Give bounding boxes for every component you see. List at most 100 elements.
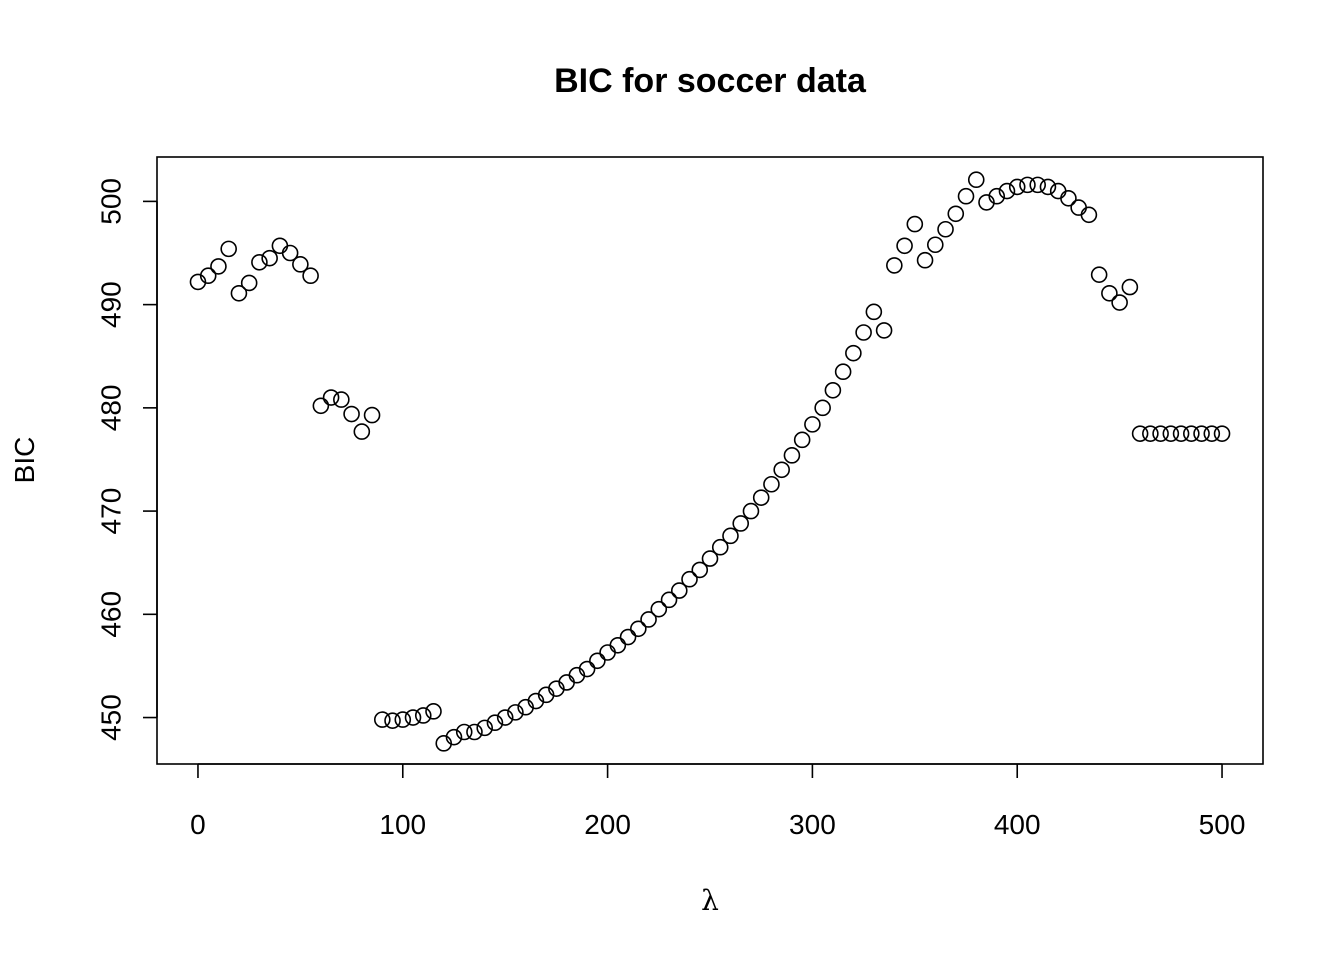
- data-point: [599, 644, 616, 661]
- data-point: [373, 711, 391, 728]
- data-point: [793, 431, 811, 449]
- data-point: [1152, 425, 1169, 442]
- data-point: [732, 515, 750, 532]
- y-tick-label: 490: [96, 281, 127, 328]
- data-point: [445, 728, 463, 746]
- data-point: [896, 237, 913, 255]
- chart-title: BIC for soccer data: [554, 62, 867, 100]
- data-point: [312, 397, 330, 415]
- data-point: [394, 711, 412, 728]
- data-point: [414, 707, 432, 724]
- data-point: [220, 240, 237, 258]
- y-tick-label: 450: [96, 694, 127, 741]
- data-point: [240, 274, 258, 292]
- data-point: [763, 475, 780, 493]
- data-point: [496, 709, 514, 726]
- data-point: [804, 416, 821, 433]
- data-point: [486, 714, 504, 732]
- data-point: [1060, 189, 1077, 207]
- data-point: [1183, 425, 1200, 442]
- data-point: [1162, 425, 1180, 442]
- data-point: [670, 582, 688, 599]
- data-point: [916, 251, 934, 269]
- data-point: [886, 257, 903, 274]
- data-point: [363, 406, 381, 424]
- x-tick-label: 100: [379, 809, 426, 840]
- data-point: [814, 399, 831, 417]
- data-point: [455, 723, 473, 741]
- data-point: [742, 502, 760, 520]
- data-point: [404, 709, 422, 726]
- data-point: [926, 236, 944, 254]
- data-point: [1101, 284, 1118, 302]
- y-tick-label: 480: [96, 384, 127, 431]
- data-point: [783, 447, 801, 464]
- data-point: [1131, 425, 1149, 442]
- data-point: [1172, 425, 1190, 442]
- data-point: [630, 620, 647, 638]
- data-point: [425, 703, 442, 720]
- data-point: [660, 591, 678, 609]
- data-point: [1070, 199, 1087, 216]
- data-point: [681, 570, 698, 588]
- data-point: [210, 258, 227, 275]
- y-tick-label: 500: [96, 178, 127, 225]
- data-point: [230, 284, 248, 302]
- data-point: [1193, 425, 1210, 442]
- data-point: [906, 215, 924, 233]
- data-point: [1090, 266, 1108, 283]
- data-point: [619, 628, 637, 646]
- data-point: [865, 303, 883, 321]
- data-point: [947, 205, 965, 223]
- data-point: [507, 704, 524, 721]
- data-point: [1111, 294, 1128, 311]
- data-point: [722, 527, 739, 545]
- data-point: [343, 405, 360, 423]
- data-point: [589, 652, 606, 670]
- data-point: [476, 719, 494, 737]
- data-point: [199, 267, 217, 285]
- data-point: [1080, 206, 1098, 224]
- data-point: [1121, 278, 1139, 296]
- data-point: [466, 723, 483, 741]
- data-point: [302, 267, 319, 285]
- data-point: [691, 561, 709, 579]
- data-point: [650, 600, 668, 618]
- x-tick-label: 400: [994, 809, 1041, 840]
- data-point: [845, 344, 862, 362]
- data-point: [957, 187, 975, 205]
- x-tick-label: 200: [584, 809, 631, 840]
- data-point: [752, 489, 770, 506]
- y-tick-label: 470: [96, 488, 127, 535]
- x-tick-label: 0: [190, 809, 206, 840]
- data-point: [988, 187, 1006, 205]
- x-tick-label: 500: [1199, 809, 1246, 840]
- data-point: [251, 253, 268, 271]
- data-point: [855, 324, 872, 341]
- data-point: [998, 182, 1016, 200]
- data-point: [261, 249, 278, 267]
- y-axis-label: BIC: [9, 437, 40, 484]
- x-tick-label: 300: [789, 809, 836, 840]
- data-point: [609, 636, 627, 654]
- data-point: [937, 220, 954, 238]
- data-point: [322, 389, 340, 406]
- x-axis: 0 100 200 300 400 500: [190, 763, 1246, 840]
- data-point: [1008, 178, 1026, 196]
- data-points: [189, 171, 1231, 752]
- data-point: [1203, 425, 1221, 442]
- data-point: [701, 550, 719, 567]
- y-tick-label: 460: [96, 591, 127, 638]
- data-point: [578, 660, 596, 678]
- data-point: [1049, 182, 1067, 200]
- data-point: [711, 538, 729, 556]
- data-point: [292, 256, 309, 273]
- data-point: [773, 461, 790, 479]
- data-point: [640, 611, 657, 628]
- data-point: [824, 382, 842, 399]
- data-point: [333, 391, 350, 408]
- x-axis-label: λ: [701, 884, 719, 917]
- data-point: [1213, 425, 1231, 442]
- data-point: [967, 171, 985, 189]
